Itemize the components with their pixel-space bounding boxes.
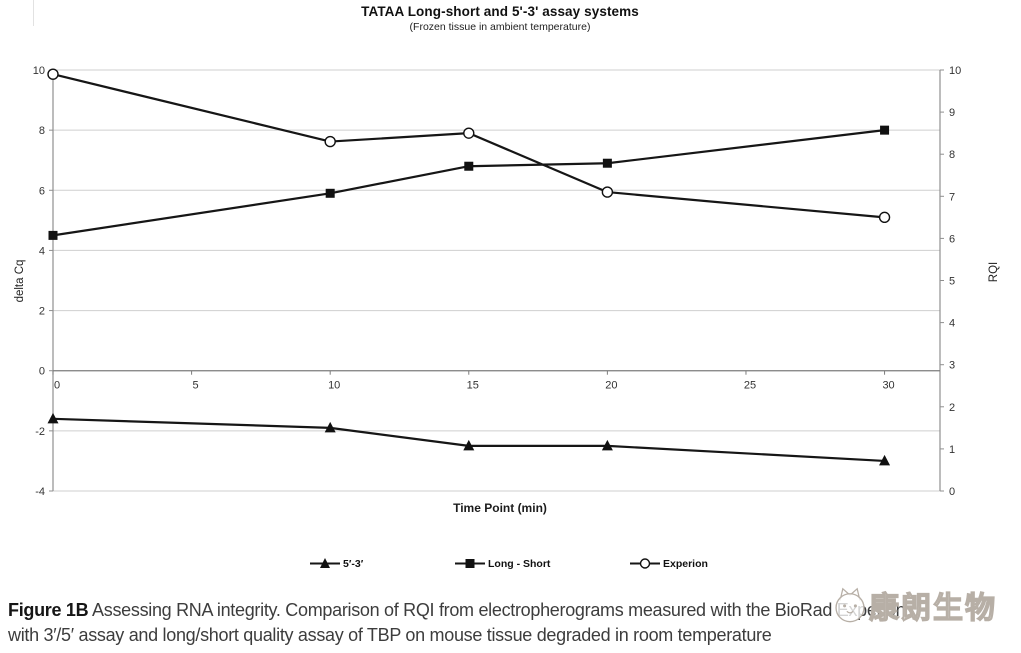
- svg-text:8: 8: [39, 125, 45, 137]
- svg-text:10: 10: [33, 65, 45, 77]
- svg-text:8: 8: [949, 149, 955, 161]
- svg-text:2: 2: [39, 306, 45, 318]
- svg-text:-4: -4: [35, 486, 45, 498]
- svg-text:2: 2: [949, 402, 955, 414]
- svg-text:6: 6: [39, 185, 45, 197]
- left-axis-title: delta Cq: [14, 259, 26, 303]
- svg-text:30: 30: [882, 380, 894, 392]
- legend-square-marker-icon: [455, 559, 485, 568]
- caption-line2: with 3′/5′ assay and long/short quality …: [8, 624, 772, 645]
- legend-item-long-short: Long - Short: [455, 557, 550, 570]
- watermark: 康朗生物: [832, 583, 997, 627]
- svg-text:-2: -2: [35, 426, 45, 438]
- figure-caption: Figure 1B Assessing RNA integrity. Compa…: [8, 598, 1018, 647]
- legend-label: Long - Short: [488, 557, 551, 570]
- svg-text:4: 4: [949, 318, 955, 330]
- svg-text:0: 0: [39, 366, 45, 378]
- svg-text:10: 10: [949, 65, 961, 77]
- svg-text:1: 1: [949, 444, 955, 456]
- figure-label: Figure 1B: [8, 600, 89, 620]
- caption-line1: Assessing RNA integrity. Comparison of R…: [92, 600, 906, 620]
- svg-text:9: 9: [949, 107, 955, 119]
- svg-text:6: 6: [949, 233, 955, 245]
- legend-label: 5′-3′: [343, 557, 364, 570]
- svg-text:5: 5: [949, 276, 955, 288]
- cat-face-icon: [835, 587, 865, 623]
- right-axis-title: RQI: [988, 261, 1000, 283]
- legend-item-experion: Experion: [630, 557, 708, 570]
- legend-item-5-3: 5′-3′: [310, 557, 363, 570]
- svg-text:0: 0: [949, 486, 955, 498]
- svg-text:0: 0: [54, 380, 60, 392]
- svg-text:7: 7: [949, 191, 955, 203]
- svg-text:5: 5: [193, 380, 199, 392]
- svg-text:3: 3: [949, 360, 955, 372]
- legend-circle-marker-icon: [630, 558, 660, 569]
- page-edge-mark: [33, 0, 34, 26]
- chart-subtitle: (Frozen tissue in ambient temperature): [409, 21, 591, 33]
- chart-title: TATAA Long-short and 5'-3' assay systems: [361, 4, 639, 19]
- line-plot: -4 -2 0 2 4 6 8 10 0 1 2 3 4 5 6 7 8 9 10 0 5 10 15 20 25 30: [33, 65, 962, 498]
- legend-label: Experion: [663, 557, 708, 570]
- svg-text:10: 10: [328, 380, 340, 392]
- legend-triangle-marker-icon: [310, 558, 340, 568]
- svg-text:20: 20: [605, 380, 617, 392]
- svg-text:4: 4: [39, 245, 45, 257]
- svg-text:25: 25: [744, 380, 756, 392]
- svg-text:15: 15: [467, 380, 479, 392]
- x-axis-title: Time Point (min): [453, 501, 547, 515]
- watermark-text: 康朗生物: [868, 591, 997, 625]
